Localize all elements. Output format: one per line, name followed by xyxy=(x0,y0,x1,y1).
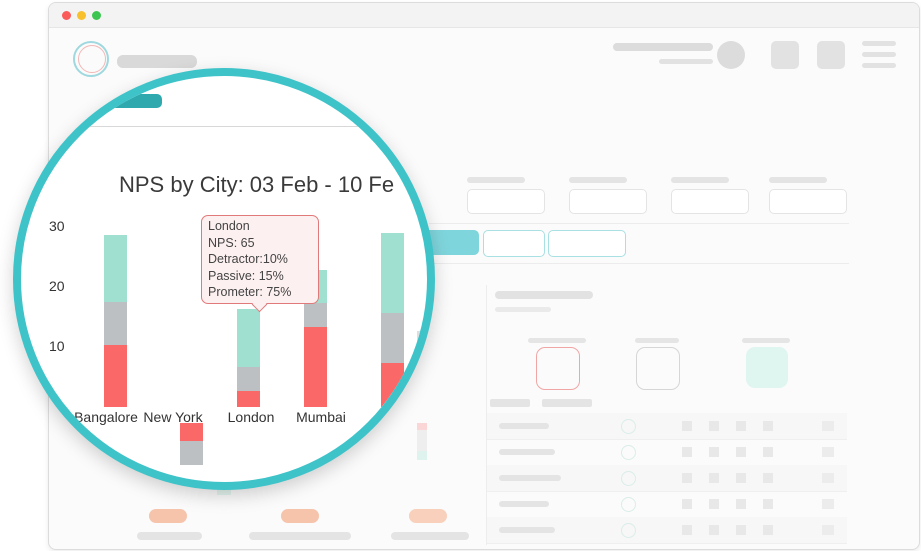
app-logo-icon xyxy=(73,41,109,77)
x-tick-label: Mumbai xyxy=(296,409,346,425)
tooltip-city: London xyxy=(208,219,250,233)
x-tick-label: Bangalore xyxy=(74,409,138,425)
tooltip-prometer: Prometer: 75% xyxy=(208,285,292,299)
bar-london-prometer[interactable] xyxy=(236,308,260,368)
passive-score-box xyxy=(636,347,680,390)
table-rows xyxy=(487,413,847,544)
tab-active[interactable] xyxy=(102,94,162,108)
filter-label-3 xyxy=(671,177,729,183)
bar-mumbai-passive[interactable] xyxy=(303,303,327,328)
bar-city-5-prometer[interactable] xyxy=(380,233,404,314)
filter-field-4[interactable] xyxy=(769,189,847,214)
tooltip-detractor: Detractor:10% xyxy=(208,252,288,266)
bar-bangalore-passive[interactable] xyxy=(103,302,127,345)
chart-tooltip: London NPS: 65 Detractor:10% Passive: 15… xyxy=(201,215,319,312)
table-row[interactable] xyxy=(487,439,847,466)
y-tick-label: 20 xyxy=(49,278,65,294)
notification-icon[interactable] xyxy=(771,41,799,69)
table-row[interactable] xyxy=(487,413,847,440)
bar-london-passive[interactable] xyxy=(236,367,260,391)
app-name-placeholder xyxy=(117,55,197,68)
tab-3[interactable] xyxy=(548,230,626,257)
prometer-score-box xyxy=(746,347,788,388)
bar-city-5-detractor[interactable] xyxy=(380,363,404,407)
bar-new-york-detractor[interactable] xyxy=(179,423,203,441)
detractor-score-box xyxy=(536,347,580,390)
window-titlebar xyxy=(49,3,919,28)
menu-icon[interactable] xyxy=(862,41,896,69)
x-tick-label: New York xyxy=(143,409,203,425)
summary-panel xyxy=(486,285,847,545)
minimize-window-icon[interactable] xyxy=(77,11,86,20)
x-tick-label: London xyxy=(227,409,275,425)
magnifier-lens: NPS by City: 03 Feb - 10 Fe 10 20 30 Bangal… xyxy=(13,68,435,490)
bar-london-detractor[interactable] xyxy=(236,390,260,407)
filter-field-3[interactable] xyxy=(671,189,749,214)
bar-partial-edge-red xyxy=(417,403,427,425)
filter-field-1[interactable] xyxy=(467,189,545,214)
chart-title: NPS by City: 03 Feb - 10 Fe xyxy=(119,172,395,197)
user-name-placeholder xyxy=(613,43,713,51)
y-tick-label: 30 xyxy=(49,218,65,234)
settings-icon[interactable] xyxy=(817,41,845,69)
bar-new-york-passive[interactable] xyxy=(179,441,203,465)
filter-label-4 xyxy=(769,177,827,183)
table-row[interactable] xyxy=(487,491,847,518)
table-row[interactable] xyxy=(487,517,847,544)
bar-partial-edge xyxy=(417,331,427,403)
bar-bangalore-prometer[interactable] xyxy=(103,234,127,302)
bar-city-5-passive[interactable] xyxy=(380,313,404,364)
maximize-window-icon[interactable] xyxy=(92,11,101,20)
divider xyxy=(67,126,427,127)
table-row[interactable] xyxy=(487,465,847,492)
bar-mumbai-detractor[interactable] xyxy=(303,327,327,407)
y-tick-label: 10 xyxy=(49,338,65,354)
filter-label-2 xyxy=(569,177,627,183)
tooltip-nps: NPS: 65 xyxy=(208,235,255,250)
tab-2[interactable] xyxy=(483,230,545,257)
filter-field-2[interactable] xyxy=(569,189,647,214)
close-window-icon[interactable] xyxy=(62,11,71,20)
tooltip-passive: Passive: 15% xyxy=(208,268,284,283)
filter-label-1 xyxy=(467,177,525,183)
avatar[interactable] xyxy=(717,41,745,69)
user-role-placeholder xyxy=(659,59,713,64)
bar-bangalore-detractor[interactable] xyxy=(103,344,127,407)
